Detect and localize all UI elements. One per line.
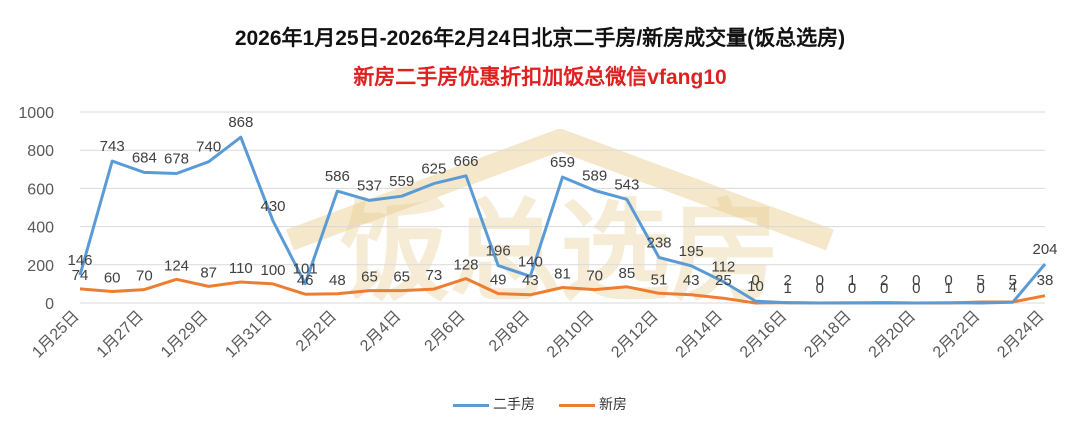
data-label-series-1: 70 [136,268,153,285]
data-label-series-0: 1 [783,280,791,297]
data-label-series-0: 0 [912,280,920,297]
data-label-series-0: 140 [518,253,543,270]
watermark: 饭总选房 [286,129,834,316]
data-label-series-1: 48 [329,272,346,289]
data-label-series-0: 684 [132,149,157,166]
series-lines [78,135,1047,305]
data-label-series-0: 101 [293,261,318,278]
watermark-text: 饭总选房 [340,188,780,316]
x-tick-label: 1月29日 [158,308,212,362]
data-label-series-1: 70 [586,268,603,285]
data-label-series-0: 0 [816,280,824,297]
x-tick-label: 1月27日 [94,308,148,362]
data-label-series-1: 25 [715,272,732,289]
data-label-series-0: 4 [1009,279,1017,296]
chart-subtitle: 新房二手房优惠折扣加饭总微信vfang10 [353,66,727,89]
y-tick-label: 400 [27,220,54,237]
data-label-series-0: 586 [325,168,350,185]
data-label-series-0: 146 [67,252,92,269]
data-label-series-1: 38 [1037,272,1054,289]
chart-title: 2026年1月25日-2026年2月24日北京二手房/新房成交量(饭总选房) [234,27,846,50]
data-label-series-0: 0 [880,280,888,297]
data-label-series-1: 60 [104,270,121,287]
y-tick-label: 0 [45,296,54,313]
data-label-series-1: 0 [816,272,824,289]
data-label-series-0: 195 [679,243,704,260]
data-label-series-0: 678 [164,151,189,168]
watermark-roof [286,129,834,251]
data-label-series-0: 659 [550,154,575,171]
data-label-series-0: 543 [614,176,639,193]
legend-label-series-1: 新房 [598,396,627,412]
data-label-series-1: 124 [164,257,189,274]
data-label-series-0: 0 [848,280,856,297]
data-label-series-1: 0 [944,272,952,289]
data-label-series-0: 430 [260,198,285,215]
x-tick-label: 1月25日 [29,308,83,362]
data-label-series-0: 1 [944,280,952,297]
data-label-series-0: 625 [421,161,446,178]
x-tick-label: 1月31日 [222,308,276,362]
data-label-series-1: 0 [751,272,759,289]
data-label-series-0: 589 [582,168,607,185]
data-label-series-1: 65 [393,269,410,286]
data-label-series-1: 5 [1009,272,1017,289]
data-label-series-1: 5 [976,272,984,289]
data-label-series-0: 537 [357,177,382,194]
legend-label-series-0: 二手房 [493,396,536,412]
data-label-series-0: 238 [646,235,671,252]
series-line-0 [78,135,1047,305]
legend-swatch-series-1 [558,403,595,407]
data-label-series-0: 204 [1032,241,1057,258]
data-label-series-1: 87 [200,264,217,281]
y-tick-label: 600 [27,181,54,198]
data-label-series-1: 100 [260,262,285,279]
x-tick-label: 2月2日 [293,308,340,355]
grid [80,111,1045,304]
x-tick-label: 2月22日 [930,308,984,362]
data-label-series-1: 49 [490,272,507,289]
data-label-series-0: 740 [196,139,221,156]
data-label-series-0: 666 [453,153,478,170]
data-label-series-0: 743 [100,138,125,155]
data-label-series-1: 85 [618,265,635,282]
data-label-series-1: 128 [453,257,478,274]
y-tick-label: 1000 [18,105,54,122]
data-label-series-1: 51 [651,271,668,288]
data-label-series-0: 868 [228,114,253,131]
data-label-series-0: 10 [747,278,764,295]
data-label-series-1: 2 [783,272,791,289]
data-label-series-1: 81 [554,266,571,283]
data-label-series-1: 74 [72,267,89,284]
data-label-series-1: 65 [361,269,378,286]
data-label-series-1: 43 [522,272,539,289]
data-label-series-1: 1 [848,272,856,289]
data-label-series-0: 559 [389,173,414,190]
y-tick-label: 200 [27,258,54,275]
legend-swatch-series-0 [453,403,490,407]
data-label-series-1: 46 [297,272,314,289]
data-label-series-0: 196 [486,243,511,260]
x-tick-label: 2月18日 [801,308,855,362]
data-label-series-0: 112 [711,259,735,276]
data-label-series-1: 0 [912,272,920,289]
legend-item-series-1[interactable]: 新房 [558,394,627,414]
y-tick-label: 800 [27,143,54,160]
x-tick-label: 2月20日 [866,308,920,362]
data-label-series-0: 0 [976,280,984,297]
legend-item-series-0[interactable]: 二手房 [453,394,535,414]
data-label-series-1: 2 [880,272,888,289]
data-label-series-1: 43 [683,272,700,289]
chart-legend: 二手房 新房 [0,394,1080,414]
x-tick-label: 2月24日 [994,308,1048,362]
data-label-series-1: 73 [425,267,442,284]
data-label-series-1: 110 [229,260,253,277]
